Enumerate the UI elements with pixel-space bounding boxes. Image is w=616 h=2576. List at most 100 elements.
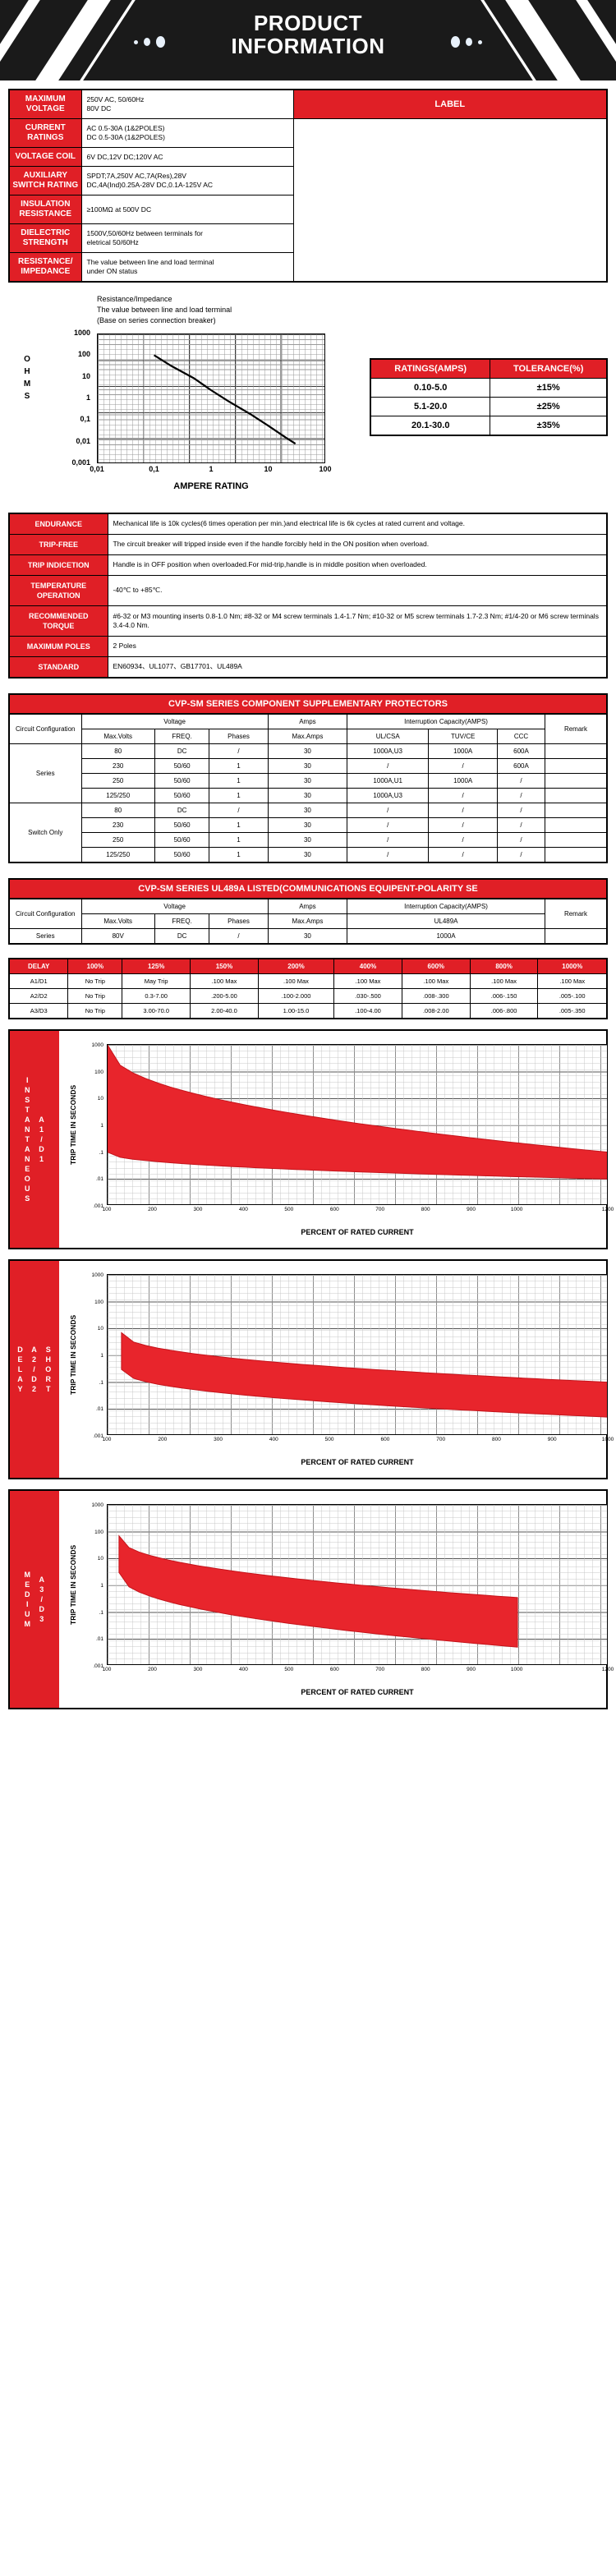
trip-y-tick: 10 <box>97 1096 103 1102</box>
dot-icon <box>451 36 460 48</box>
ratings-row: 0.10-5.0 ±15% <box>370 378 608 398</box>
spec-row-value: 6V DC,12V DC;120V AC <box>80 147 294 167</box>
trip-x-tick: 900 <box>547 1437 557 1442</box>
cvp-cell <box>544 743 608 759</box>
delay-header-cell: 600% <box>401 958 471 974</box>
delay-cell: A1/D1 <box>8 973 69 989</box>
trip-y-ticks: 1000 100 10 1 .1 .01 .001 <box>77 1039 105 1209</box>
cvp-subheader-cell: Max.Amps <box>267 729 348 744</box>
trip-y-tick: .1 <box>99 1149 103 1156</box>
cvp-cell: / <box>497 773 545 789</box>
cvp-header-circuit: Circuit Configuration <box>8 713 82 744</box>
cvp-cell: 30 <box>267 788 348 803</box>
ratings-cell: ±35% <box>490 416 608 436</box>
trip-y-tick: .01 <box>95 1176 103 1183</box>
feature-label: MAXIMUM POLES <box>8 636 108 657</box>
cvp-cell: / <box>497 803 545 818</box>
cvp-cell: 1 <box>209 788 269 803</box>
cvp-cell: 1 <box>209 847 269 863</box>
cvp-cell: / <box>428 832 499 848</box>
feature-value: 2 Poles <box>107 636 608 657</box>
trip-x-tick: 1000 <box>510 1667 523 1672</box>
cvp-header-voltage: Voltage <box>80 713 269 729</box>
cvp-header-remark: Remark <box>544 713 608 744</box>
cvp-cell: / <box>428 803 499 818</box>
cvp-cell <box>544 803 608 818</box>
cvp-cell: 50/60 <box>154 847 210 863</box>
cvp-data-row: 230 50/60 1 30// / <box>9 817 608 833</box>
feature-row: TRIP INDICETION Handle is in OFF position… <box>8 554 608 576</box>
cvp-cell: 50/60 <box>154 773 210 789</box>
feature-value: #6-32 or M3 mounting inserts 0.8-1.0 Nm;… <box>107 605 608 637</box>
spec-row: DIELECTRIC STRENGTH 1500V,50/60Hz between… <box>8 223 607 253</box>
chart-y-tick: 1000 <box>73 329 90 337</box>
delay-header-cell: 200% <box>257 958 335 974</box>
trip-x-tick: 100 <box>102 1207 112 1212</box>
cvp-cell: / <box>428 817 499 833</box>
trip-band <box>121 1332 607 1418</box>
delay-cell: 0.3-7.00 <box>122 988 191 1004</box>
ratings-header-cell: RATINGS(AMPS) <box>370 358 491 379</box>
trip-grid <box>107 1044 608 1205</box>
delay-cell: .008-.300 <box>401 988 471 1004</box>
trip-y-axis-title: TRIP TIME IN SECONDS <box>69 1314 77 1395</box>
trip-x-tick: 800 <box>421 1207 430 1212</box>
trip-y-tick: .001 <box>93 1663 103 1669</box>
delay-cell: No Trip <box>67 973 123 989</box>
cvp-cell: 125/250 <box>80 788 155 803</box>
ratings-cell: ±15% <box>490 378 608 398</box>
chart-caption-line: (Base on series connection breaker) <box>97 316 216 324</box>
cvp-data-row: Switch Only 80 DC/30// / <box>8 803 608 863</box>
trip-x-tick: 400 <box>269 1437 278 1442</box>
delay-row: A2/D2 No Trip 0.3-7.00.200-5.00.100-2.000.… <box>8 988 608 1004</box>
delay-header-cell: 1000% <box>537 958 608 974</box>
cvp-subheader-cell: Phases <box>209 729 269 744</box>
cvp-cell: 1000A,U1 <box>347 773 430 789</box>
trip-y-tick: 10 <box>97 1326 103 1332</box>
trip-grid <box>107 1504 608 1665</box>
cvp489-header-interruption: Interruption Capacity(AMPS) <box>347 898 545 914</box>
spec-row-value: AC 0.5-30A (1&2POLES) DC 0.5-30A (1&2POLE… <box>80 118 294 148</box>
trip-x-tick: 600 <box>329 1667 339 1672</box>
trip-side-bar: D E L A Y A 2/D 2 S H O R T <box>10 1261 59 1478</box>
trip-x-axis-title: PERCENT OF RATED CURRENT <box>301 1458 414 1466</box>
feature-row: MAXIMUM POLES 2 Poles <box>8 636 608 657</box>
cvp-cell <box>544 832 608 848</box>
feature-label: STANDARD <box>8 656 108 678</box>
cvp-cell: 50/60 <box>154 758 210 774</box>
spec-row-label: AUXILIARY SWITCH RATING <box>8 166 82 196</box>
cvp-cell: 600A <box>497 758 545 774</box>
cvp-header-row: Circuit Configuration Voltage Amps Interrup… <box>8 713 608 744</box>
features-table: ENDURANCE Mechanical life is 10k cycles(6… <box>8 513 608 678</box>
dot-icon <box>134 39 138 44</box>
cvp489-data-row: Series 80V DC/30 1000A <box>8 928 608 945</box>
cvp-sm-title: CVP-SM SERIES COMPONENT SUPPLEMENTARY PR… <box>8 693 608 713</box>
cvp-cell: / <box>347 817 430 833</box>
trip-grid <box>107 1274 608 1435</box>
cvp-cell: 50/60 <box>154 817 210 833</box>
delay-cell: No Trip <box>67 1003 123 1019</box>
cvp489-cell: 80V <box>80 928 155 945</box>
cvp-cell: 1000A <box>428 773 499 789</box>
feature-row: RECOMMENDED TORQUE #6-32 or M3 mounting i… <box>8 605 608 637</box>
feature-row: TRIP-FREE The circuit breaker will trippe… <box>8 534 608 555</box>
cvp-cell: 1000A <box>428 743 499 759</box>
trip-x-tick: 1200 <box>601 1667 614 1672</box>
cvp489-cell: DC <box>154 928 210 945</box>
feature-row: ENDURANCE Mechanical life is 10k cycles(6… <box>8 513 608 535</box>
ratings-row: 5.1-20.0 ±25% <box>370 397 608 416</box>
cvp-cell: 50/60 <box>154 832 210 848</box>
cvp489-subheader-cell: Max.Amps <box>267 913 348 929</box>
spec-row-value: 1500V,50/60Hz between terminals for eletr… <box>80 223 294 253</box>
spec-row-label: INSULATION RESISTANCE <box>8 195 82 224</box>
delay-table: DELAY 100% 125% 150% 200% 400% 600% 800% 1000% A… <box>8 958 608 1019</box>
delay-cell: 1.00-15.0 <box>257 1003 335 1019</box>
spec-row-label: RESISTANCE/ IMPEDANCE <box>8 252 82 283</box>
chart-x-tick: 100 <box>319 465 332 473</box>
spec-row: VOLTAGE COIL 6V DC,12V DC;120V AC <box>8 147 607 167</box>
spec-row-label: MAXIMUM VOLTAGE <box>8 89 82 119</box>
cvp-cell: DC <box>154 743 210 759</box>
